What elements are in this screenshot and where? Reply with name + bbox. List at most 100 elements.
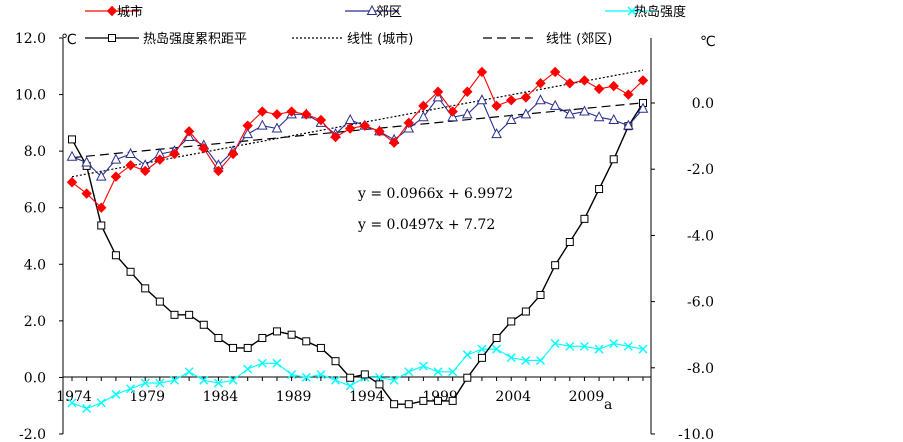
data-point-city [520,92,532,103]
data-point-city [418,100,429,112]
data-point-heat-island [213,378,223,388]
legend-label: 热岛强度累积距平 [143,31,247,47]
data-point-heat-island [579,341,589,351]
data-point-heat-island [448,367,458,377]
data-point-heat-island [565,341,575,351]
data-point-cumulative-anomaly [141,284,150,293]
data-point-cumulative-anomaly [346,373,355,382]
data-point-suburb [549,99,561,110]
data-point-city [462,86,473,97]
data-point-heat-island [374,372,384,382]
data-point-city [549,66,561,78]
data-point-suburb [491,128,502,139]
data-point-cumulative-anomaly [595,185,604,194]
data-point-cumulative-anomaly [434,396,443,405]
trend-lines [71,69,644,178]
data-point-city [125,160,136,171]
data-point-cumulative-anomaly [521,307,530,316]
data-point-heat-island [96,398,106,408]
data-point-heat-island [126,384,136,394]
data-point-cumulative-anomaly [97,221,106,230]
x-axis-unit: a [604,397,612,413]
data-point-heat-island [331,375,341,385]
legend-marker [108,34,116,42]
data-point-city [447,106,458,117]
right-tick-label: -10.0 [678,427,714,442]
data-point-city [242,120,253,131]
data-point-city [564,78,576,89]
data-point-suburb [271,122,283,133]
data-point-cumulative-anomaly [551,261,560,270]
data-point-heat-island [550,338,560,348]
data-point-heat-island [257,358,267,368]
data-point-cumulative-anomaly [477,353,486,362]
left-tick-label: 4.0 [24,257,46,273]
data-point-cumulative-anomaly [214,334,223,343]
right-tick-label: 0.0 [692,96,714,112]
data-point-city [213,165,224,177]
data-point-suburb [637,102,649,113]
legend-label: 线性 (郊区) [546,31,612,47]
data-point-city [66,177,78,188]
right-tick-label: -2.0 [687,162,714,178]
data-point-heat-island [82,404,92,414]
left-axis-unit: ℃ [61,32,77,48]
data-point-heat-island [477,344,487,354]
data-point-heat-island [433,367,443,377]
data-point-heat-island [623,341,633,351]
data-point-suburb [242,128,254,139]
data-point-cumulative-anomaly [463,373,472,382]
data-point-suburb [461,108,473,119]
data-point-cumulative-anomaly [565,238,574,247]
data-point-city [432,86,444,97]
data-point-cumulative-anomaly [68,135,76,144]
data-point-cumulative-anomaly [390,400,399,409]
data-point-cumulative-anomaly [492,334,501,343]
right-tick-label: -6.0 [687,295,714,311]
data-point-suburb [257,119,268,130]
data-point-cumulative-anomaly [199,320,208,329]
data-point-city [183,126,195,137]
data-point-cumulative-anomaly [272,327,281,336]
data-point-city [81,188,92,199]
equation-suburb: y = 0.0497x + 7.72 [357,217,495,233]
left-tick-label: 2.0 [24,314,46,330]
data-point-cumulative-anomaly [536,290,545,299]
data-point-city [491,100,502,112]
data-point-city [608,80,619,92]
data-point-heat-island [140,378,150,388]
data-point-city [257,106,268,117]
data-point-suburb [623,119,634,130]
right-tick-label: -8.0 [687,361,714,377]
data-point-city [403,117,414,129]
data-point-city [344,123,356,134]
data-point-city [593,83,605,95]
x-tick-label: 1989 [276,389,312,405]
data-point-heat-island [462,350,472,360]
legend-marker [627,6,637,16]
data-point-city [96,202,107,213]
series-line-city [71,70,644,209]
data-point-suburb [505,113,517,125]
data-point-city [169,148,180,160]
legend-marker [366,4,378,15]
data-point-suburb [520,108,532,119]
data-point-cumulative-anomaly [507,317,516,326]
data-point-heat-island [506,353,516,363]
data-point-cumulative-anomaly [302,337,311,346]
legend-label: 郊区 [376,4,402,20]
data-point-city [139,165,151,177]
series-line-heat-island [71,342,644,410]
data-point-cumulative-anomaly [170,310,179,319]
data-point-cumulative-anomaly [360,370,369,379]
left-tick-label: 6.0 [24,201,46,217]
data-point-suburb [344,113,356,125]
plot-frame [62,38,652,434]
data-point-heat-island [418,361,428,371]
series-layer [66,66,649,414]
data-point-city [227,148,239,160]
data-point-city [198,143,209,154]
data-point-cumulative-anomaly [126,267,135,276]
